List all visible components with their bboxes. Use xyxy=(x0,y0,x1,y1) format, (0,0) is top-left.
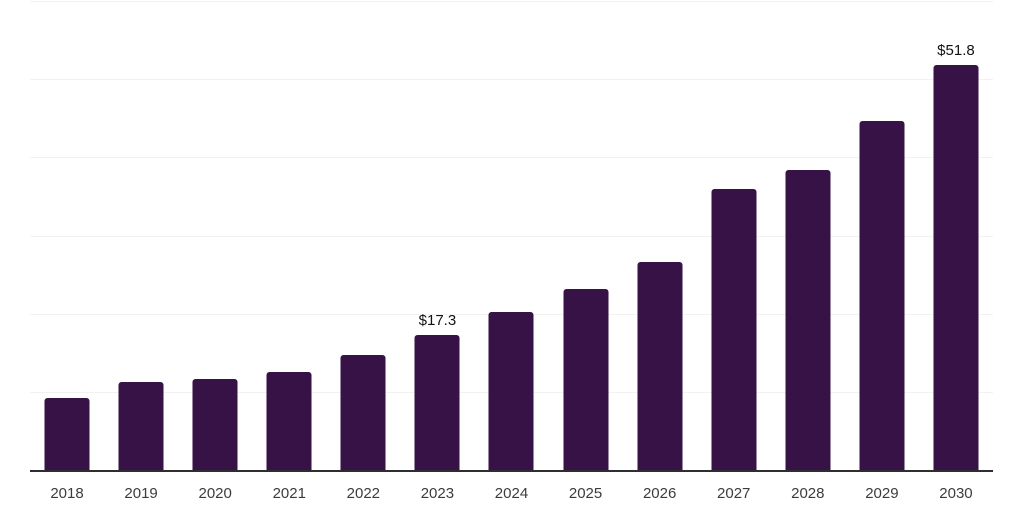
x-axis-line xyxy=(30,470,993,472)
x-axis-label-2019: 2019 xyxy=(124,485,158,502)
band-2019 xyxy=(104,1,178,470)
x-axis-label-2020: 2020 xyxy=(198,485,232,502)
x-axis-label-2027: 2027 xyxy=(717,485,751,502)
bar-2024[interactable] xyxy=(488,312,534,470)
x-axis-label-2023: 2023 xyxy=(420,485,455,502)
band-2020 xyxy=(178,1,252,470)
gridline-40 xyxy=(30,157,993,159)
band-2026 xyxy=(623,1,697,470)
bar-2030[interactable] xyxy=(933,65,979,470)
x-axis-label-2018: 2018 xyxy=(50,485,84,502)
band-2023: $17.3 xyxy=(400,1,474,470)
band-2024 xyxy=(474,1,548,470)
band-2030: $51.8 xyxy=(919,1,993,470)
bar-2019[interactable] xyxy=(118,382,164,470)
x-axis-labels: 2018 2019 2020 2021 2022 2023 2024 2025 2026 2027… xyxy=(30,484,993,504)
bar-2025[interactable] xyxy=(563,289,609,470)
bar-2028[interactable] xyxy=(785,169,831,470)
bar-value-label-2023: $17.3 xyxy=(418,311,457,329)
band-2021 xyxy=(252,1,326,470)
bar-2020[interactable] xyxy=(192,378,238,470)
x-axis-label-2021: 2021 xyxy=(272,485,306,502)
bar-2026[interactable] xyxy=(637,262,683,470)
bar-2027[interactable] xyxy=(711,189,757,470)
gridline-30 xyxy=(30,235,993,237)
band-2029 xyxy=(845,1,919,470)
bar-2021[interactable] xyxy=(266,371,312,470)
x-axis-label-2026: 2026 xyxy=(642,485,677,502)
plot-area: $17.3 $51.8 xyxy=(30,1,993,472)
band-2027 xyxy=(697,1,771,470)
x-axis-label-2022: 2022 xyxy=(346,485,381,502)
x-axis-label-2030: 2030 xyxy=(939,485,973,502)
bar-2029[interactable] xyxy=(859,120,905,470)
band-2028 xyxy=(771,1,845,470)
x-axis-label-2028: 2028 xyxy=(791,485,825,502)
bar-2023[interactable] xyxy=(414,334,460,470)
x-axis-label-2029: 2029 xyxy=(865,485,899,502)
gridline-50 xyxy=(30,79,993,81)
band-2025 xyxy=(549,1,623,470)
band-2022 xyxy=(326,1,400,470)
x-axis-label-2025: 2025 xyxy=(568,485,603,502)
bar-2018[interactable] xyxy=(44,398,90,470)
bar-value-label-2030: $51.8 xyxy=(937,42,975,60)
x-axis-label-2024: 2024 xyxy=(494,485,529,502)
bar-2022[interactable] xyxy=(340,355,386,470)
band-2018 xyxy=(30,1,104,470)
gridline-60 xyxy=(30,1,993,2)
